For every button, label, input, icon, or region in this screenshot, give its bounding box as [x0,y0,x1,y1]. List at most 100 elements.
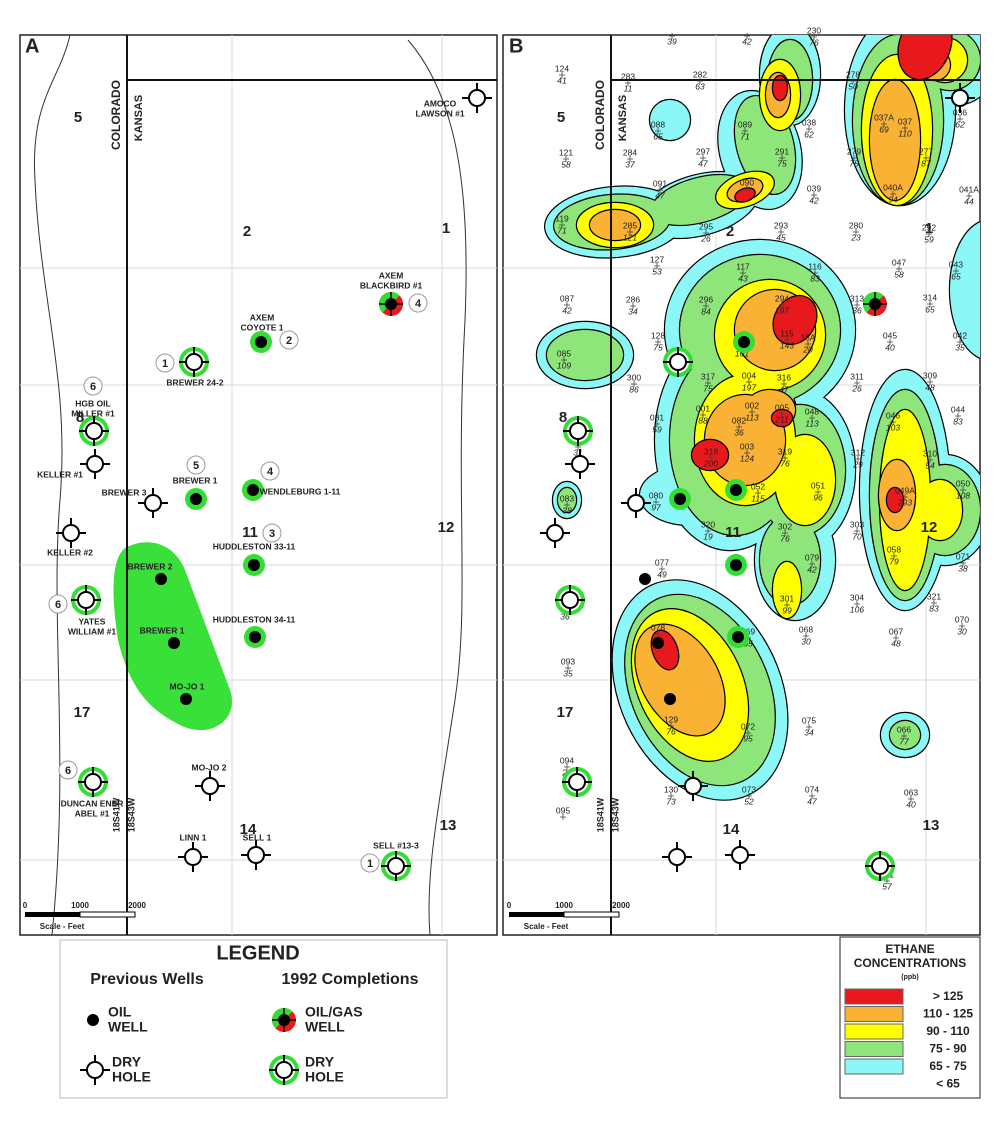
sample-id: 051 [811,480,825,490]
section-number: 2 [726,223,734,240]
contour-zone [558,488,576,512]
well-number-badge [262,523,282,543]
sample-point [896,266,902,272]
panel-letter: B [509,35,523,57]
well-number: 4 [267,466,274,478]
sample-point [778,229,784,235]
oil-well [180,693,192,705]
contour-zone [918,480,962,540]
oil-well [639,573,651,585]
oil-well [652,637,664,649]
section-number: 17 [557,704,574,721]
contour-zone [775,435,835,525]
sample-value: 48 [925,382,935,392]
sample-value: 95 [743,733,753,743]
sample-point [559,72,565,78]
legend-heading: Previous Wells [90,971,204,988]
sample-id: 083 [560,493,574,503]
sample-id: 005 [775,402,789,412]
dry-hole [62,524,80,542]
sample-value: 43 [738,273,748,283]
well-number-badge [186,455,206,475]
sample-id: 044 [951,404,965,414]
sample-value: 19 [703,531,713,541]
sample-value: 69 [879,124,889,134]
sample-id: 038 [802,117,816,127]
legend-label: DRY [305,1054,335,1070]
sample-point [744,450,750,456]
new-oil-well-dot [190,493,202,505]
section-number: 8 [559,409,567,426]
sample-value: 63 [695,81,705,91]
sample-id: 302 [778,521,792,531]
sample-point [746,379,752,385]
new-oil-well-dot [738,336,750,348]
well-label: YATES [79,616,106,626]
sample-point [893,635,899,641]
dry-hole [569,422,587,440]
oil-gas-dot [385,298,397,310]
sample-value: 87 [921,158,931,168]
well-number: 4 [415,298,422,310]
sample-value: 30 [957,626,967,636]
sample-value: 76 [780,533,790,543]
scale-bar [79,911,136,918]
sample-point [630,303,636,309]
sample-id: 058 [887,544,901,554]
sample-value: 58 [561,159,571,169]
contour-zone [773,562,801,618]
sample-point [850,78,856,84]
section-number: 14 [240,821,257,838]
ethane-class-swatch [844,1041,904,1057]
sample-point [959,623,965,629]
well-label: BREWER 3 [102,487,147,497]
sample-value: 42 [809,195,819,205]
sample-point [854,528,860,534]
section-number: 12 [438,519,455,536]
oil-gas-dot [869,298,881,310]
sample-point [749,409,755,415]
sample-id: 001 [696,403,710,413]
sample-id: 121 [559,147,573,157]
section-number: 13 [923,817,940,834]
sample-point [902,494,908,500]
well-number: 3 [269,528,275,540]
sample-point [744,186,750,192]
sample-point [809,561,815,567]
sample-point [779,411,785,417]
sample-id: 079 [805,552,819,562]
sample-value: 50 [848,81,858,91]
contour-zone [773,76,787,100]
sample-id: 003 [740,441,754,451]
sample-value: 65 [925,304,935,314]
ethane-legend-title: CONCENTRATIONS [854,956,966,970]
sample-point [902,125,908,131]
sample-point [923,155,929,161]
dry-hole [84,773,102,791]
sample-value: 83 [953,416,963,426]
range-label: 18S41W [595,797,605,832]
sample-value: 36 [852,305,862,315]
legend-label: HOLE [305,1069,344,1085]
sample-id: 072 [741,721,755,731]
ethane-legend-title: ETHANE [885,942,934,956]
sample-id: 310 [923,448,937,458]
sample-value: 34 [628,306,638,316]
sample-id: 002 [745,400,759,410]
sample-id: 037 [898,116,912,126]
sample-id: 316 [777,372,791,382]
sample-value: 109 [557,360,571,370]
sample-id: 321 [927,591,941,601]
sample-id: 048 [805,406,819,416]
contour-zone [898,35,952,79]
sample-value: 76 [666,726,676,736]
sample-value: 45 [776,232,786,242]
scale-tick: 2000 [612,901,630,910]
sample-point [854,380,860,386]
sample-value: 11 [624,83,633,93]
sample-point [809,793,815,799]
well-number-badge [260,461,280,481]
section-number: 5 [74,109,82,126]
sample-id: 046 [886,410,900,420]
